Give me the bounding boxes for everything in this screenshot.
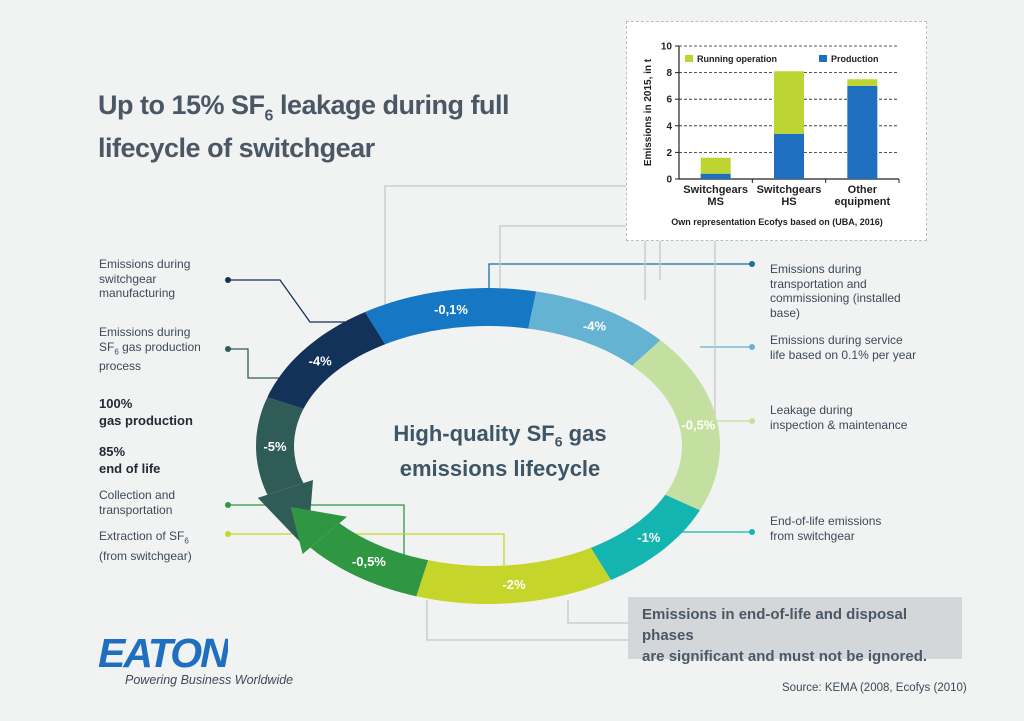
segment-label: -4%	[309, 353, 333, 368]
emissions-ring	[256, 288, 720, 604]
y-axis-label: Emissions in 2015, in t	[643, 58, 654, 166]
label-extraction: Extraction of SF6 (from switchgear)	[99, 529, 192, 563]
ring-segment	[632, 340, 720, 511]
y-tick-label: 2	[666, 148, 672, 159]
bar-segment	[847, 79, 878, 86]
eaton-logo: EATON	[98, 632, 228, 672]
legend-label: Running operation	[697, 54, 777, 64]
bar-segment	[847, 85, 878, 179]
end-of-life-stat: 85% end of life	[99, 443, 160, 477]
legend-label: Production	[831, 54, 879, 64]
bar-segment	[774, 133, 804, 179]
ring-arrowhead	[290, 506, 348, 554]
conclusion-line2: are significant and must not be ignored.	[642, 648, 928, 665]
gas-production-stat: 100% gas production	[99, 395, 193, 429]
segment-label: -2%	[502, 577, 526, 592]
tagline: Powering Business Worldwide	[125, 673, 294, 687]
label-gas-production-emissions: Emissions during SF6 gas production proc…	[99, 325, 201, 374]
svg-text:EATON: EATON	[98, 632, 228, 672]
end-of-life-pct: 85%	[99, 444, 126, 459]
x-tick-label: equipment	[835, 196, 891, 208]
ring-segment	[256, 397, 304, 495]
x-tick-label: Switchgears	[683, 184, 748, 196]
label-eol: End-of-life emissions from switchgear	[770, 514, 882, 543]
label-service-life: Emissions during service life based on 0…	[770, 333, 917, 362]
label-inspection: Leakage during inspection & maintenance	[770, 403, 908, 432]
ring-segment	[310, 523, 429, 597]
segment-label: -0,5%	[681, 417, 715, 432]
bar-segment	[700, 173, 731, 179]
bar-segment	[700, 157, 731, 174]
ring-segment	[365, 288, 537, 345]
y-tick-label: 10	[661, 42, 673, 53]
y-tick-label: 0	[666, 175, 672, 186]
x-tick-label: MS	[707, 196, 724, 208]
source-note: Source: KEMA (2008, Ecofys (2010)	[782, 682, 967, 694]
connector-manufacturing	[228, 279, 345, 323]
gas-production-text: gas production	[99, 413, 193, 428]
emissions-chart: 0 2 4 6 8 10 Emissions in 2015, in t Switchgear…	[626, 21, 927, 241]
legend-swatch	[819, 55, 827, 62]
x-tick-label: Other	[848, 184, 878, 196]
emissions-bar-chart: 0 2 4 6 8 10 Emissions in 2015, in t Switchgear…	[643, 42, 900, 227]
x-tick-label: HS	[781, 196, 796, 208]
legend-swatch	[685, 55, 693, 62]
ring-segment	[590, 494, 700, 580]
title-line2: lifecycle of switchgear	[98, 133, 375, 164]
center-title: High-quality SF6 gas emissions lifecycle	[393, 421, 607, 482]
segment-label: -0,5%	[352, 554, 386, 569]
title-text: Up to 15% SF	[98, 90, 265, 120]
label-manufacturing: Emissions during switchgear manufacturin…	[99, 257, 191, 300]
y-tick-label: 6	[666, 95, 672, 106]
ring-segment	[267, 312, 386, 409]
end-of-life-text: end of life	[99, 461, 161, 476]
y-tick-label: 8	[666, 68, 672, 79]
title-text-cont: leakage during full	[272, 90, 510, 120]
bar-segment	[774, 71, 804, 134]
segment-label: -1%	[637, 530, 661, 545]
conclusion-line1: Emissions in end-of-life and disposal ph…	[642, 606, 908, 644]
segment-label: -4%	[583, 319, 607, 334]
title-subscript: 6	[264, 107, 274, 125]
page-title: Up to 15% SF6 leakage during full lifecy…	[98, 89, 518, 164]
chart-caption: Own representation Ecofys based on (UBA,…	[671, 217, 883, 227]
ring-segment	[416, 547, 611, 604]
segment-label: -0,1%	[434, 302, 468, 317]
segment-label: -5%	[263, 439, 287, 454]
y-tick-label: 4	[666, 121, 672, 132]
connector-production	[228, 348, 280, 379]
ring-segment	[528, 291, 661, 366]
conclusion-box: Emissions in end-of-life and disposal ph…	[628, 597, 962, 665]
gas-production-pct: 100%	[99, 396, 133, 411]
label-collection: Collection and transportation	[99, 488, 176, 517]
label-transport: Emissions during transportation and comm…	[770, 262, 901, 320]
x-tick-label: Switchgears	[757, 184, 822, 196]
